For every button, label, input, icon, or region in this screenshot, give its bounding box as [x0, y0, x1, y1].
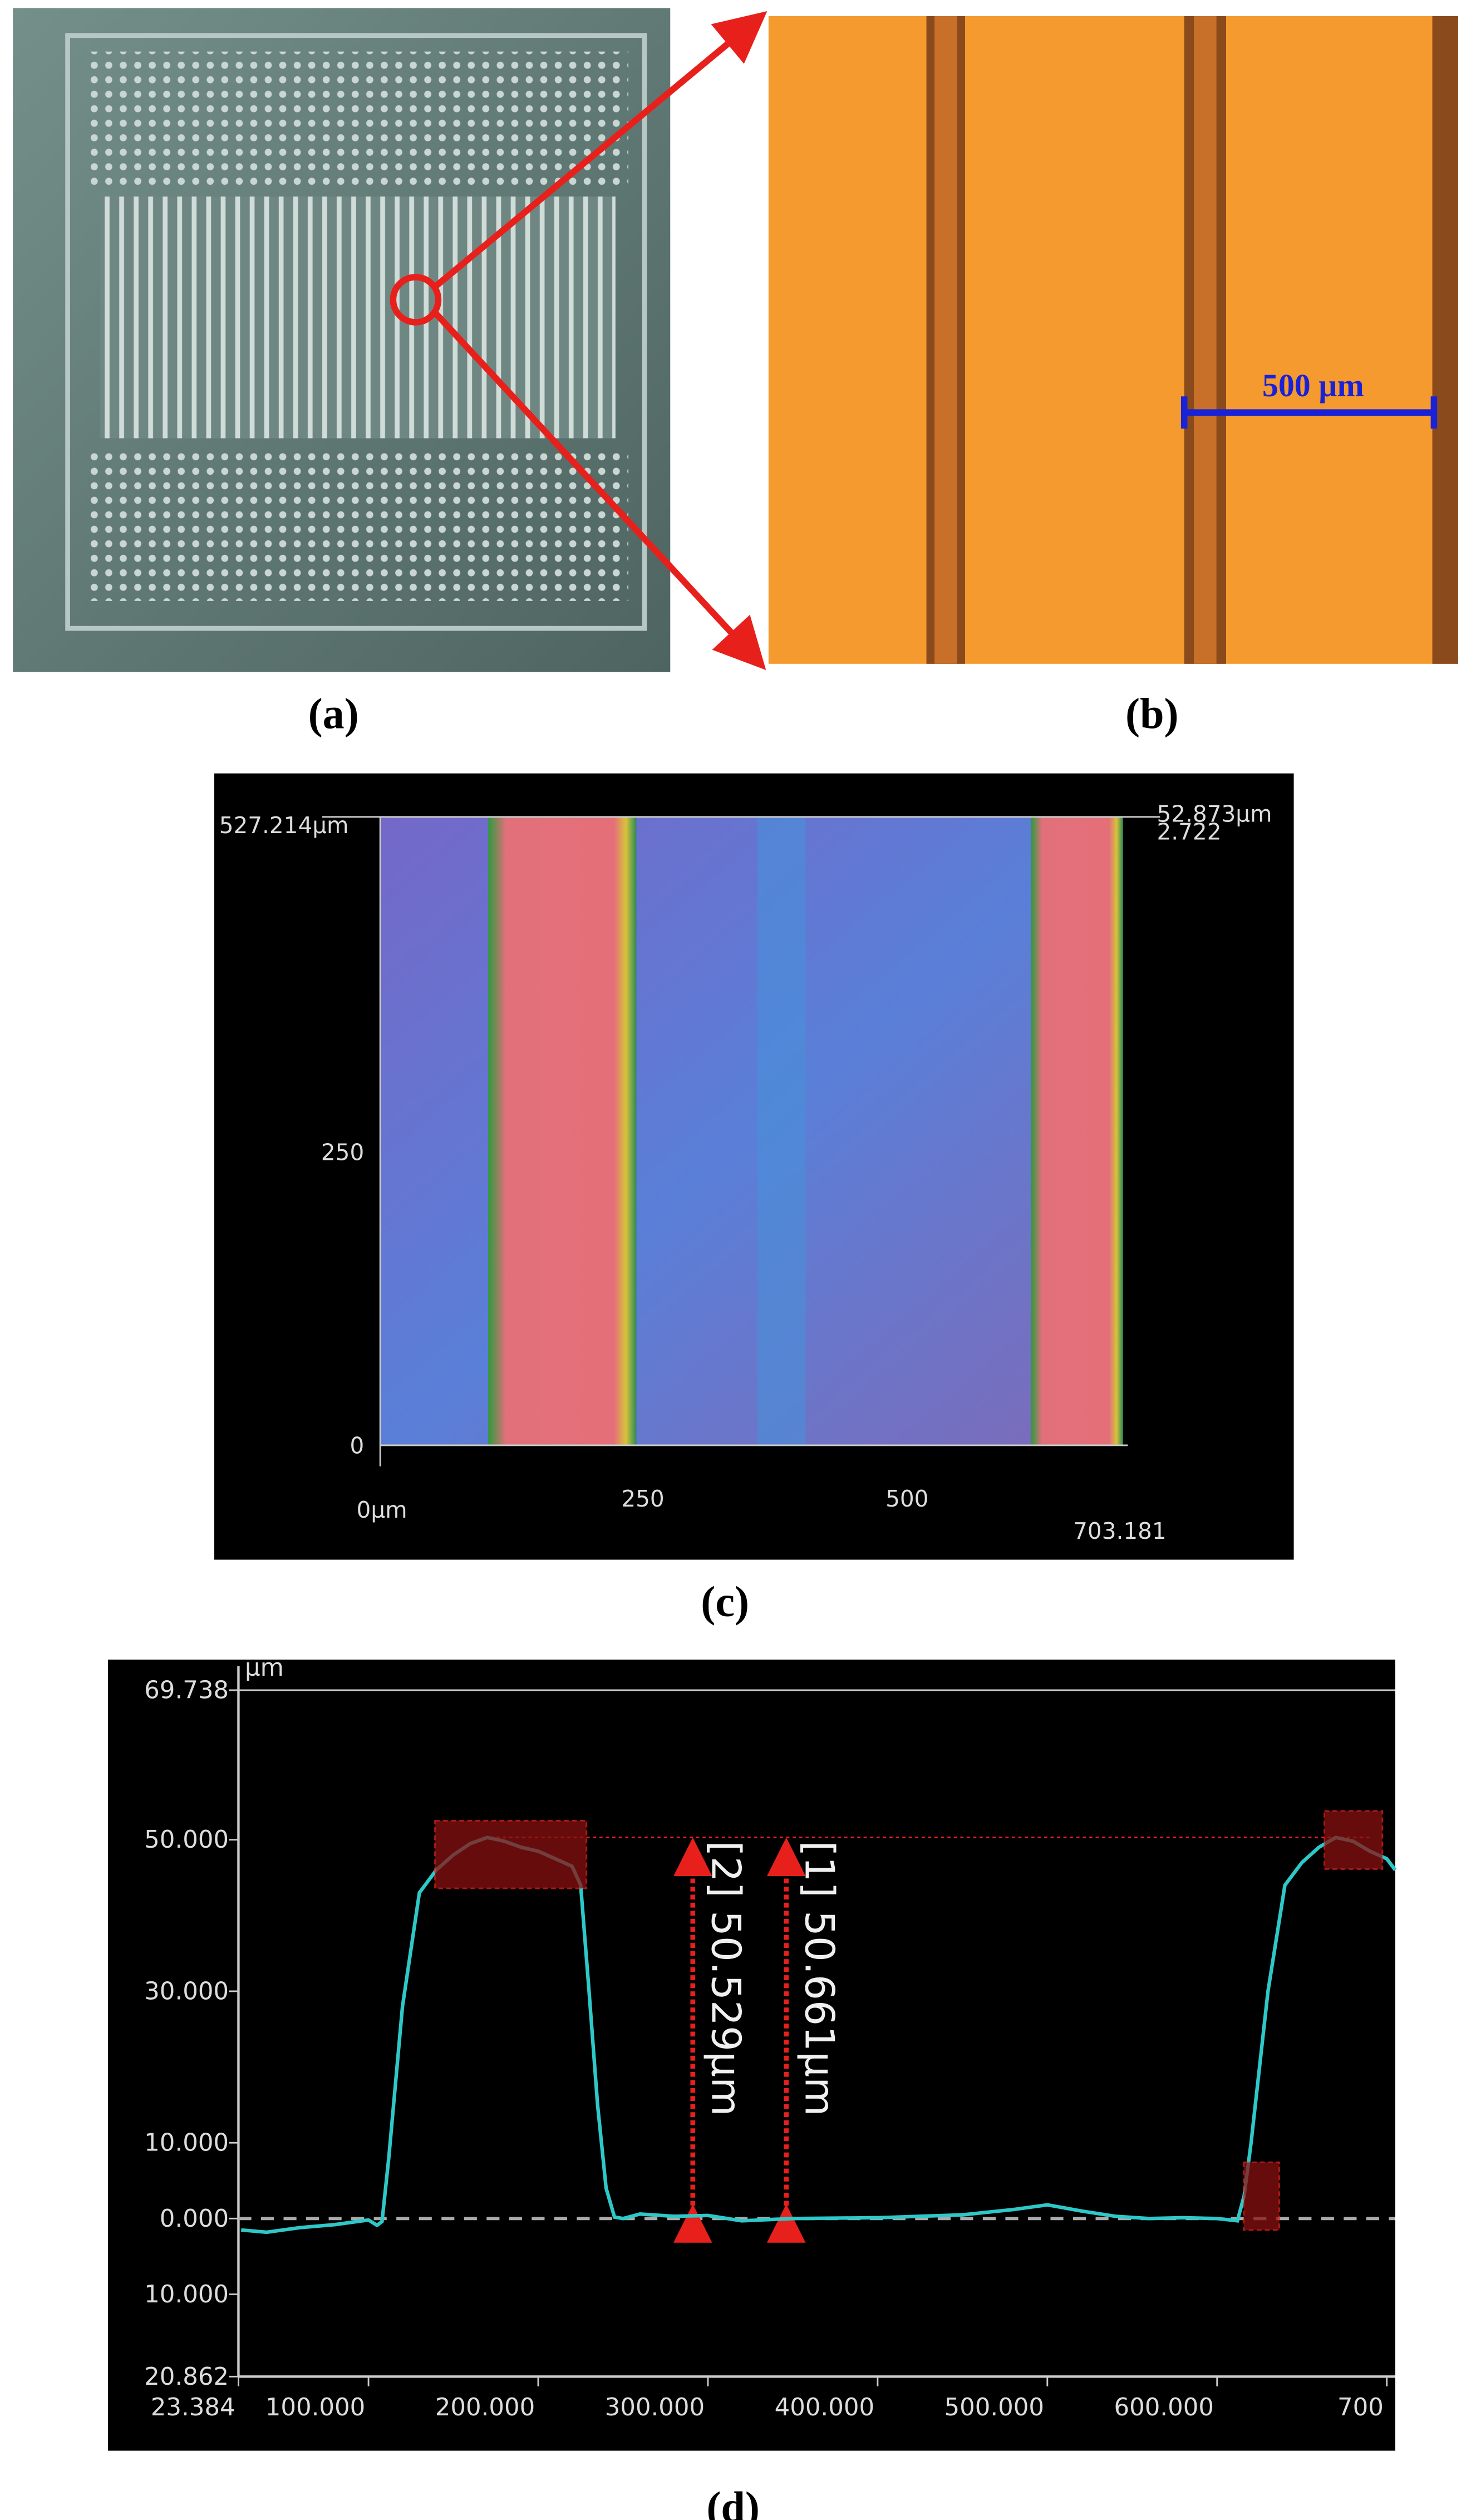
- x-tick-label: 200.000: [435, 2394, 535, 2421]
- scale-bar-label: 500 µm: [1262, 367, 1364, 403]
- measure-label: [2] 50.529µm: [702, 1840, 749, 2116]
- y-tick-label: 50.000: [144, 1826, 229, 1854]
- channel-wall: [1432, 16, 1458, 664]
- x-tick-label: 600.000: [1114, 2394, 1213, 2421]
- x-tick-label: 700: [1337, 2394, 1384, 2421]
- axis-label: 0: [350, 1432, 364, 1459]
- axis-label: 250: [321, 1139, 364, 1165]
- plate-border: [65, 33, 647, 631]
- surface-band: [757, 816, 806, 1445]
- peak-marker: [434, 1820, 588, 1889]
- panel-label: (a): [308, 690, 359, 738]
- panel-d-bg: [107, 1659, 1395, 2451]
- dot-array: [88, 51, 628, 189]
- channel-array: [100, 196, 616, 439]
- x-tick-label: 500.000: [944, 2394, 1044, 2421]
- zoom-circle: [390, 274, 442, 326]
- profile-line: [241, 1835, 1397, 2234]
- y-tick-label: 69.738: [144, 1676, 229, 1704]
- ridge: [488, 816, 637, 1445]
- panel-label: (d): [706, 2483, 760, 2520]
- channel-floor: [1194, 16, 1217, 664]
- axis-label: 703.181: [1073, 1518, 1167, 1544]
- axis-label: 250: [621, 1485, 664, 1512]
- measure-label: [1] 50.661µm: [795, 1840, 842, 2116]
- y-unit: µm: [245, 1654, 284, 1682]
- x-tick-label: 100.000: [265, 2394, 365, 2421]
- panel-label: (b): [1125, 690, 1179, 738]
- panel-label: (c): [701, 1577, 749, 1626]
- zoom-arrow: [432, 310, 766, 671]
- y-tick-label: 30.000: [144, 1977, 229, 2005]
- photo-b: [768, 16, 1458, 664]
- axis-label: 0µm: [357, 1497, 407, 1523]
- axis-label: 2.722: [1157, 818, 1222, 845]
- x-tick-label: 300.000: [605, 2394, 705, 2421]
- plot: 20.862 10.000 0.000 10.000 30.000 50.000 69.73…: [144, 1666, 1397, 2421]
- y-tick-label: 10.000: [144, 2129, 229, 2157]
- axis-label: 500: [885, 1485, 928, 1512]
- base-marker: [1243, 2161, 1280, 2231]
- y-tick-label: 10.000: [144, 2281, 229, 2309]
- peak-marker: [1324, 1810, 1384, 1870]
- x-tick-label: 400.000: [775, 2394, 874, 2421]
- axis-label: 527.214µm: [219, 812, 349, 839]
- zoom-arrow: [432, 11, 768, 289]
- y-tick-label: 20.862: [144, 2363, 229, 2391]
- y-tick-label: 0.000: [160, 2205, 229, 2233]
- ridge: [1031, 816, 1123, 1445]
- x-tick-label: 23.384: [151, 2394, 235, 2421]
- channel-floor: [934, 16, 957, 664]
- dot-array: [88, 447, 628, 601]
- axis-label: 52.873µm: [1157, 801, 1272, 828]
